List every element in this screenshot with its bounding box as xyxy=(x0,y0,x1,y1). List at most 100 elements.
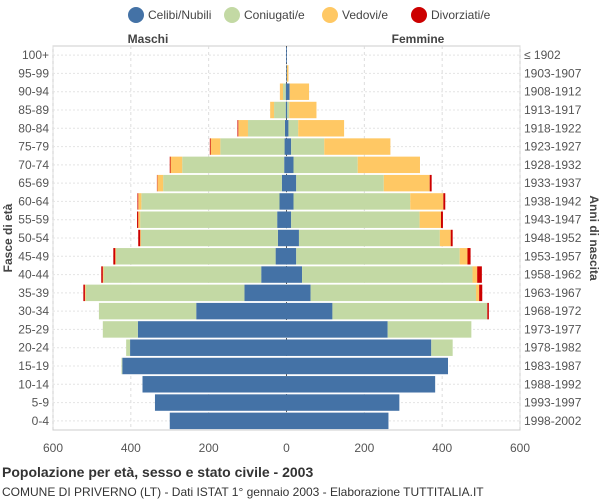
female-bar-coniugati-e xyxy=(296,174,384,192)
males-header: Maschi xyxy=(128,32,169,46)
y-axis-title-left: Fasce di età xyxy=(1,203,15,272)
female-bar-coniugati-e xyxy=(302,266,473,283)
age-group-label: 60-64 xyxy=(18,194,49,208)
female-bar-coniugati-e xyxy=(293,193,411,210)
legend-marker-divorziati-e xyxy=(411,7,427,23)
legend-label-divorziati-e: Divorziati/e xyxy=(431,8,491,22)
female-bar-celibi-nubili xyxy=(286,138,292,155)
age-group-label: 45-49 xyxy=(18,249,49,263)
x-tick-label: 0 xyxy=(283,441,290,455)
birth-year-label: 1938-1942 xyxy=(524,194,582,208)
birth-year-label: 1903-1907 xyxy=(524,66,582,80)
male-bar-vedovi-e xyxy=(157,174,164,192)
female-bar-coniugati-e xyxy=(332,302,488,320)
birth-year-label: 1943-1947 xyxy=(524,213,582,227)
female-bar-divorziati-e xyxy=(477,266,482,283)
age-group-label: 100+ xyxy=(22,48,49,62)
female-bar-celibi-nubili xyxy=(286,376,436,393)
female-bar-divorziati-e xyxy=(443,193,446,210)
birth-year-label: 1993-1997 xyxy=(524,396,582,410)
male-bar-divorziati-e xyxy=(137,211,139,228)
age-group-label: 40-44 xyxy=(18,268,49,282)
male-bar-divorziati-e xyxy=(209,138,211,155)
birth-year-label: 1963-1967 xyxy=(524,286,582,300)
x-tick-label: 400 xyxy=(432,441,452,455)
male-bar-vedovi-e xyxy=(102,266,104,283)
male-bar-coniugati-e xyxy=(182,156,285,174)
male-bar-celibi-nubili xyxy=(130,339,287,356)
female-bar-divorziati-e xyxy=(467,248,471,265)
male-bar-celibi-nubili xyxy=(169,412,287,430)
male-bar-celibi-nubili xyxy=(244,284,287,302)
male-bar-vedovi-e xyxy=(238,120,248,137)
age-group-label: 65-69 xyxy=(18,176,49,190)
male-bar-celibi-nubili xyxy=(137,321,287,338)
age-group-label: 0-4 xyxy=(32,414,50,428)
female-bar-celibi-nubili xyxy=(286,357,449,375)
male-bar-vedovi-e xyxy=(115,248,117,265)
female-bar-celibi-nubili xyxy=(286,339,432,356)
birth-year-label: 1923-1927 xyxy=(524,140,582,154)
male-bar-coniugati-e xyxy=(102,321,138,338)
chart-labels: 600 400 200 0 200 400 600 100+ ≤ 1902 95-99 1903-1… xyxy=(1,32,600,455)
male-bar-celibi-nubili xyxy=(279,193,287,210)
age-group-label: 35-39 xyxy=(18,286,49,300)
chart-subtitle: COMUNE DI PRIVERNO (LT) - Dati ISTAT 1° … xyxy=(2,485,484,499)
female-bar-vedovi-e xyxy=(324,138,391,155)
birth-year-label: 1933-1937 xyxy=(524,176,582,190)
legend-label-vedovi-e: Vedovi/e xyxy=(342,8,388,22)
population-pyramid-chart: Celibi/Nubili Coniugati/e Vedovi/e Divorzia… xyxy=(1,7,600,455)
legend-marker-coniugati-e xyxy=(224,7,240,23)
female-bar-divorziati-e xyxy=(429,174,432,192)
chart-title: Popolazione per età, sesso e stato civil… xyxy=(2,464,314,480)
male-bar-coniugati-e xyxy=(140,211,278,228)
female-bar-coniugati-e xyxy=(387,321,472,338)
birth-year-label: 1998-2002 xyxy=(524,414,582,428)
male-bar-celibi-nubili xyxy=(261,266,287,283)
age-group-label: 50-54 xyxy=(18,231,49,245)
age-group-label: 30-34 xyxy=(18,304,49,318)
male-bar-celibi-nubili xyxy=(281,174,287,192)
female-bar-vedovi-e xyxy=(289,101,317,119)
female-bar-vedovi-e xyxy=(298,120,345,137)
age-group-label: 20-24 xyxy=(18,341,49,355)
female-bar-coniugati-e xyxy=(291,211,420,228)
x-tick-label: 200 xyxy=(354,441,374,455)
female-bar-celibi-nubili xyxy=(286,284,311,302)
female-bar-vedovi-e xyxy=(289,83,310,100)
male-bar-coniugati-e xyxy=(220,138,285,155)
male-bar-coniugati-e xyxy=(247,120,285,137)
male-bar-coniugati-e xyxy=(126,339,131,356)
female-bar-vedovi-e xyxy=(383,174,430,192)
female-bar-vedovi-e xyxy=(439,229,451,247)
female-bar-divorziati-e xyxy=(450,229,453,247)
birth-year-label: 1983-1987 xyxy=(524,359,582,373)
male-bar-vedovi-e xyxy=(138,193,142,210)
legend-marker-vedovi-e xyxy=(322,7,338,23)
x-tick-label: 600 xyxy=(43,441,63,455)
male-bar-vedovi-e xyxy=(270,101,275,119)
birth-year-label: 1973-1977 xyxy=(524,322,582,336)
female-bar-coniugati-e xyxy=(310,284,477,302)
male-bar-coniugati-e xyxy=(85,284,245,302)
female-bar-vedovi-e xyxy=(410,193,444,210)
male-bar-celibi-nubili xyxy=(285,101,287,119)
birth-year-label: 1948-1952 xyxy=(524,231,582,245)
male-bar-celibi-nubili xyxy=(154,394,287,411)
male-bar-celibi-nubili xyxy=(275,248,287,265)
birth-year-label: 1908-1912 xyxy=(524,85,582,99)
female-bar-celibi-nubili xyxy=(286,394,400,411)
age-group-label: 25-29 xyxy=(18,322,49,336)
chart-bars xyxy=(83,46,489,430)
birth-year-label: 1968-1972 xyxy=(524,304,582,318)
birth-year-label: 1958-1962 xyxy=(524,268,582,282)
age-group-label: 80-84 xyxy=(18,121,49,135)
female-bar-celibi-nubili xyxy=(286,156,294,174)
female-bar-coniugati-e xyxy=(293,156,358,174)
female-bar-divorziati-e xyxy=(440,211,443,228)
male-bar-celibi-nubili xyxy=(142,376,287,393)
male-bar-divorziati-e xyxy=(137,193,139,210)
female-bar-coniugati-e xyxy=(431,339,453,356)
female-bar-celibi-nubili xyxy=(286,101,288,119)
legend-label-celibi-nubili: Celibi/Nubili xyxy=(148,8,211,22)
